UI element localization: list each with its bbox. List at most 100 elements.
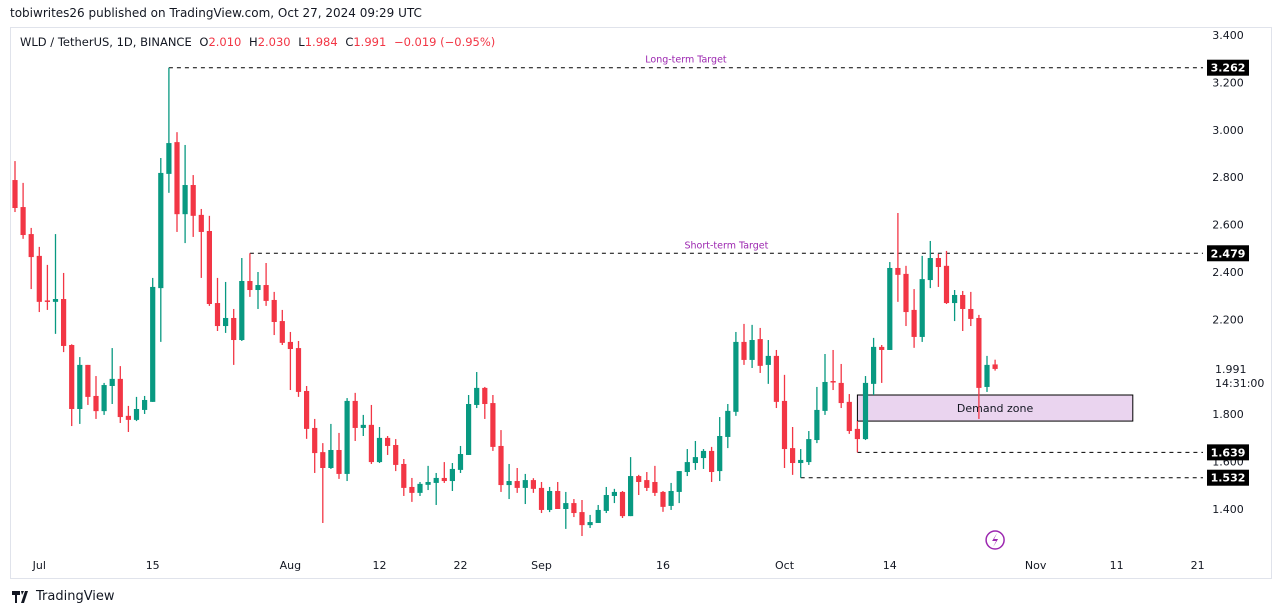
candle-body bbox=[935, 258, 941, 268]
candle-body bbox=[393, 445, 399, 465]
y-tick-label: 2.200 bbox=[1212, 313, 1244, 326]
x-tick-label: 21 bbox=[1191, 559, 1205, 572]
candle-body bbox=[133, 408, 140, 420]
candle-body bbox=[433, 477, 439, 483]
candle-body bbox=[968, 308, 974, 319]
candle-body bbox=[231, 317, 237, 341]
price-label-box bbox=[1207, 444, 1249, 461]
price-label-box bbox=[1207, 59, 1249, 76]
candle-body bbox=[846, 401, 852, 432]
candle-body bbox=[555, 490, 561, 509]
candle-body bbox=[563, 503, 569, 509]
candle-body bbox=[741, 341, 747, 360]
candle-body bbox=[960, 294, 966, 309]
candle-body bbox=[628, 476, 634, 517]
candle-body bbox=[368, 424, 374, 463]
candle-body bbox=[441, 477, 447, 482]
candle-body bbox=[725, 410, 731, 437]
candle-body bbox=[757, 339, 763, 366]
y-tick-label: 1.800 bbox=[1212, 408, 1244, 421]
x-tick-label: 11 bbox=[1110, 559, 1124, 572]
candle-body bbox=[790, 448, 796, 464]
candle-body bbox=[466, 404, 472, 455]
demand-zone bbox=[856, 394, 1134, 422]
y-tick-label: 3.000 bbox=[1212, 124, 1244, 137]
candle-body bbox=[522, 480, 528, 488]
candle-body bbox=[992, 364, 998, 369]
candle-body bbox=[854, 428, 860, 440]
x-tick-label: Jul bbox=[32, 559, 46, 572]
candle-body bbox=[676, 471, 682, 492]
candle-body bbox=[239, 281, 245, 341]
candle-body bbox=[401, 463, 407, 488]
price-label-box bbox=[1207, 469, 1249, 486]
candle-body bbox=[579, 512, 585, 526]
candle-body bbox=[668, 490, 674, 506]
price-label: 1.639 bbox=[1211, 446, 1246, 459]
candle-body bbox=[158, 172, 164, 289]
lightning-bolt bbox=[992, 533, 999, 547]
candle-body bbox=[903, 273, 909, 313]
candle-body bbox=[36, 255, 42, 302]
candle-body bbox=[223, 317, 229, 327]
candle-body bbox=[166, 143, 172, 174]
x-tick-label: 15 bbox=[146, 559, 160, 572]
candle-body bbox=[919, 279, 925, 337]
candle-body bbox=[61, 299, 67, 346]
candle-body bbox=[117, 378, 123, 418]
candle-body bbox=[247, 281, 253, 291]
candle-body bbox=[895, 267, 901, 275]
candle-body bbox=[547, 490, 553, 510]
candle-body bbox=[360, 424, 366, 428]
candle-body bbox=[271, 299, 277, 323]
x-tick-label: 22 bbox=[454, 559, 468, 572]
candle-body bbox=[385, 437, 391, 446]
candle-body bbox=[52, 299, 59, 302]
y-tick-label: 2.600 bbox=[1212, 219, 1244, 232]
candle-body bbox=[206, 230, 212, 304]
candle-body bbox=[320, 452, 326, 468]
candle-body bbox=[263, 285, 269, 301]
candle-body bbox=[911, 309, 917, 337]
candle-body bbox=[255, 285, 261, 291]
symbol-name: WLD / TetherUS, 1D, BINANCE bbox=[20, 35, 192, 49]
candle-body bbox=[798, 459, 804, 464]
change-value: −0.019 (−0.95%) bbox=[393, 35, 496, 49]
low-value: L1.984 bbox=[298, 35, 338, 49]
close-value: C1.991 bbox=[345, 35, 387, 49]
candle-body bbox=[749, 340, 755, 360]
candle-body bbox=[595, 509, 601, 523]
candle-body bbox=[984, 364, 990, 387]
candle-body bbox=[952, 294, 958, 304]
candle-body bbox=[142, 399, 148, 410]
price-label: 1.532 bbox=[1211, 472, 1246, 485]
candle-body bbox=[312, 427, 318, 454]
y-tick-label: 2.400 bbox=[1212, 266, 1244, 279]
candle-body bbox=[125, 415, 131, 420]
price-label: 2.479 bbox=[1211, 247, 1246, 260]
candle-body bbox=[943, 265, 950, 304]
candle-body bbox=[587, 522, 593, 526]
candle-body bbox=[571, 503, 577, 514]
candle-body bbox=[482, 387, 488, 405]
candle-body bbox=[344, 400, 350, 474]
candle-body bbox=[498, 445, 504, 486]
candle-body bbox=[409, 486, 415, 493]
candle-body bbox=[417, 483, 423, 493]
candle-body bbox=[287, 341, 293, 350]
x-tick-label: 16 bbox=[656, 559, 670, 572]
candle-body bbox=[871, 346, 877, 384]
footer-brand-label: TradingView bbox=[36, 589, 115, 604]
candle-body bbox=[814, 409, 820, 441]
candle-body bbox=[449, 468, 455, 482]
candle-body bbox=[182, 185, 188, 215]
candle-body bbox=[198, 214, 204, 232]
candle-body bbox=[352, 400, 358, 428]
candle-body bbox=[506, 481, 512, 486]
candle-body bbox=[214, 303, 221, 327]
candle-body bbox=[773, 355, 779, 402]
chart-panel[interactable] bbox=[10, 27, 1272, 579]
candle-body bbox=[28, 234, 34, 258]
candle-body bbox=[692, 457, 698, 464]
